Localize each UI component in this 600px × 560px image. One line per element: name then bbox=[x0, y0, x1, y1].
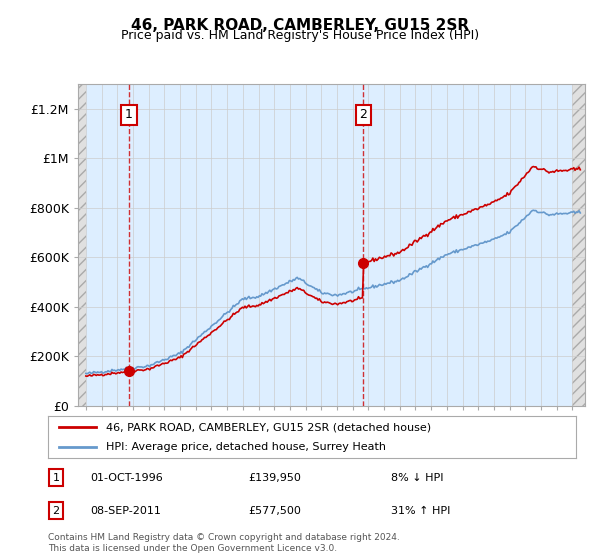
Text: £577,500: £577,500 bbox=[248, 506, 302, 516]
Text: 8% ↓ HPI: 8% ↓ HPI bbox=[391, 473, 444, 483]
Text: 01-OCT-1996: 01-OCT-1996 bbox=[90, 473, 163, 483]
Text: 46, PARK ROAD, CAMBERLEY, GU15 2SR: 46, PARK ROAD, CAMBERLEY, GU15 2SR bbox=[131, 18, 469, 33]
Text: Price paid vs. HM Land Registry's House Price Index (HPI): Price paid vs. HM Land Registry's House … bbox=[121, 29, 479, 42]
Text: 1: 1 bbox=[52, 473, 59, 483]
Text: 2: 2 bbox=[52, 506, 59, 516]
Text: £139,950: £139,950 bbox=[248, 473, 302, 483]
Text: 46, PARK ROAD, CAMBERLEY, GU15 2SR (detached house): 46, PARK ROAD, CAMBERLEY, GU15 2SR (deta… bbox=[106, 422, 431, 432]
Text: 2: 2 bbox=[359, 109, 367, 122]
Text: 31% ↑ HPI: 31% ↑ HPI bbox=[391, 506, 451, 516]
Text: HPI: Average price, detached house, Surrey Heath: HPI: Average price, detached house, Surr… bbox=[106, 442, 386, 452]
Text: 1: 1 bbox=[125, 109, 133, 122]
Text: Contains HM Land Registry data © Crown copyright and database right 2024.
This d: Contains HM Land Registry data © Crown c… bbox=[48, 533, 400, 553]
Text: 08-SEP-2011: 08-SEP-2011 bbox=[90, 506, 161, 516]
